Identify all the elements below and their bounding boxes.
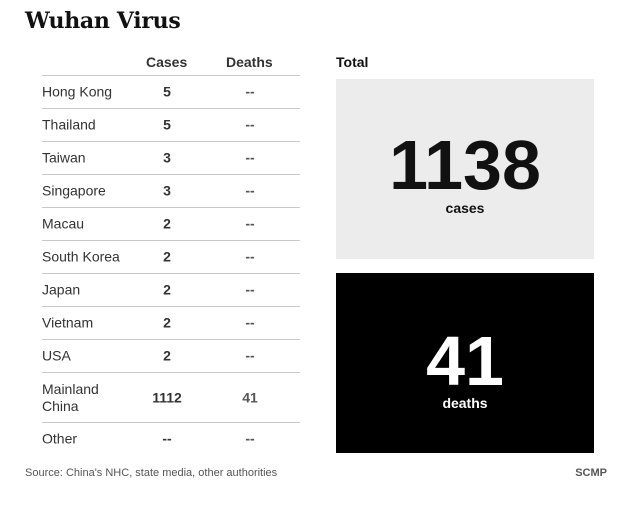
country-cell: USA [42, 347, 71, 364]
table-row: Vietnam 2 -- [42, 307, 300, 340]
total-cases-value: 1138 [389, 126, 541, 204]
country-cell: Hong Kong [42, 83, 113, 100]
deaths-cell: -- [245, 215, 255, 232]
cases-cell: 3 [163, 182, 171, 199]
chart-title: Wuhan Virus [25, 8, 181, 34]
deaths-cell: -- [245, 314, 255, 331]
deaths-cell: -- [245, 83, 255, 100]
total-deaths-value: 41 [426, 322, 504, 400]
cases-cell: 1112 [152, 389, 182, 405]
cases-cell: -- [162, 430, 172, 447]
deaths-cell: 41 [242, 389, 258, 405]
table-row: Thailand 5 -- [42, 109, 300, 142]
cases-cell: 5 [163, 116, 171, 133]
country-cell: South Korea [42, 248, 120, 265]
cases-cell: 2 [163, 248, 171, 265]
cases-cell: 2 [163, 314, 171, 331]
deaths-cell: -- [245, 347, 255, 364]
country-cell: Thailand [42, 116, 96, 133]
table-body: Hong Kong 5 -- Thailand 5 -- Taiwan 3 -- Singapor… [42, 76, 300, 455]
total-deaths-unit: deaths [442, 395, 488, 411]
cases-cell: 2 [163, 347, 171, 364]
table-row: Macau 2 -- [42, 208, 300, 241]
column-header-cases: Cases [146, 54, 188, 70]
source-note: Source: China's NHC, state media, other … [25, 467, 278, 479]
cases-cell: 2 [163, 215, 171, 232]
deaths-cell: -- [245, 430, 255, 447]
table-row: Other -- -- [42, 423, 300, 455]
table-row: Hong Kong 5 -- [42, 76, 300, 109]
country-cell: Mainland China [42, 380, 99, 414]
deaths-cell: -- [245, 149, 255, 166]
publisher-credit: SCMP [575, 467, 607, 479]
country-cell: Singapore [42, 182, 106, 199]
country-table: Cases Deaths Hong Kong 5 -- Thailand 5 -- Taiw… [42, 50, 300, 455]
total-cases-box: 1138 cases [336, 79, 594, 259]
total-cases-unit: cases [445, 200, 485, 216]
table-row: South Korea 2 -- [42, 241, 300, 274]
table-row: Japan 2 -- [42, 274, 300, 307]
country-cell: Macau [42, 215, 85, 232]
country-cell: Vietnam [42, 314, 94, 331]
total-label: Total [336, 54, 369, 70]
total-deaths-box: 41 deaths [336, 273, 594, 453]
table-row: Singapore 3 -- [42, 175, 300, 208]
country-cell: Taiwan [42, 149, 86, 166]
deaths-cell: -- [245, 281, 255, 298]
cases-cell: 3 [163, 149, 171, 166]
deaths-cell: -- [245, 116, 255, 133]
deaths-cell: -- [245, 182, 255, 199]
table-header: Cases Deaths [42, 50, 300, 76]
table-row: Mainland China 1112 41 [42, 373, 300, 423]
table-row: USA 2 -- [42, 340, 300, 373]
country-cell: Other [42, 430, 78, 447]
country-cell: Japan [42, 281, 81, 298]
deaths-cell: -- [245, 248, 255, 265]
table-row: Taiwan 3 -- [42, 142, 300, 175]
column-header-deaths: Deaths [226, 54, 273, 70]
cases-cell: 2 [163, 281, 171, 298]
cases-cell: 5 [163, 83, 171, 100]
